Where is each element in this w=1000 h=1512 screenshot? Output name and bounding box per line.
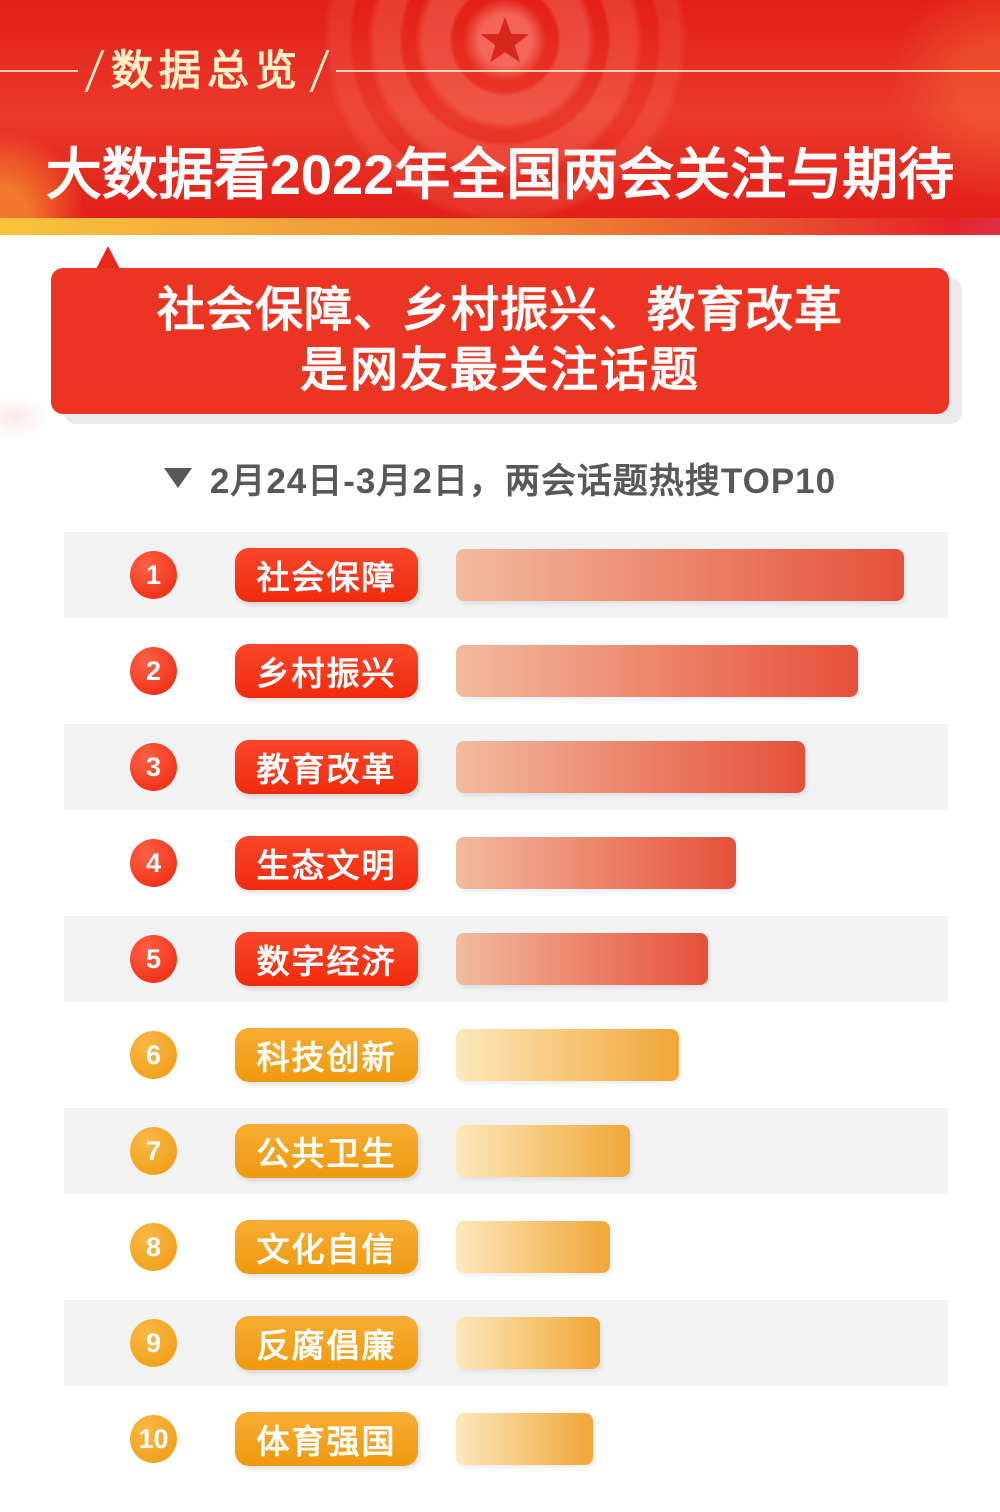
- rank-badge: 1: [130, 551, 177, 599]
- topic-bar: [456, 549, 904, 601]
- rank-badge: 9: [130, 1319, 177, 1367]
- topic-label: 乡村振兴: [235, 644, 418, 698]
- topic-label: 生态文明: [235, 836, 418, 890]
- rank-badge: 8: [130, 1223, 177, 1271]
- topic-bar: [456, 1029, 679, 1081]
- topic-row: 1 社会保障: [64, 532, 948, 618]
- rank-badge: 10: [130, 1415, 177, 1463]
- topic-row: 5 数字经济: [64, 916, 948, 1002]
- topic-row: 7 公共卫生: [64, 1108, 948, 1194]
- rank-badge: 7: [130, 1127, 177, 1175]
- decorative-line-left: [0, 70, 78, 72]
- topic-label: 反腐倡廉: [235, 1316, 418, 1370]
- background-smudge: [0, 395, 50, 440]
- topic-label: 文化自信: [235, 1220, 418, 1274]
- highlight-pointer-icon: [96, 246, 120, 269]
- topic-bar: [456, 1317, 600, 1369]
- topic-bar: [456, 645, 858, 697]
- topic-label: 数字经济: [235, 932, 418, 986]
- section-tag-row: 数据总览: [0, 46, 1000, 96]
- topic-bar: [456, 1125, 630, 1177]
- topic-bar: [456, 1413, 593, 1465]
- chart-header: 2月24日-3月2日，两会话题热搜TOP10: [0, 455, 1000, 501]
- topic-label: 体育强国: [235, 1412, 418, 1466]
- topic-row: 10 体育强国: [64, 1391, 948, 1487]
- rank-badge: 4: [130, 839, 177, 887]
- topic-bar: [456, 933, 708, 985]
- rank-badge: 5: [130, 935, 177, 983]
- rank-badge: 3: [130, 743, 177, 791]
- topic-bar: [456, 837, 736, 889]
- topic-row: 4 生态文明: [64, 815, 948, 911]
- header-banner: 数据总览 大数据看2022年全国两会关注与期待: [0, 0, 1000, 218]
- gradient-strip: [0, 218, 1000, 235]
- chart-title: 2月24日-3月2日，两会话题热搜TOP10: [209, 461, 837, 501]
- section-tag-label: 数据总览: [111, 47, 304, 94]
- topic-label: 公共卫生: [235, 1124, 418, 1178]
- topic-row: 8 文化自信: [64, 1199, 948, 1295]
- topic-bar: [456, 1221, 610, 1273]
- page-title: 大数据看2022年全国两会关注与期待: [45, 143, 955, 206]
- decorative-line-right: [336, 70, 1000, 72]
- slash-icon: [309, 50, 330, 92]
- topic-row: 2 乡村振兴: [64, 623, 948, 719]
- topic-row: 6 科技创新: [64, 1007, 948, 1103]
- topic-label: 教育改革: [235, 740, 418, 794]
- red-star-icon: [480, 15, 530, 65]
- highlight-line1: 社会保障、乡村振兴、教育改革: [156, 284, 843, 337]
- rank-badge: 6: [130, 1031, 177, 1079]
- topic-label: 社会保障: [235, 548, 418, 602]
- highlight-card: 社会保障、乡村振兴、教育改革 是网友最关注话题: [51, 268, 949, 414]
- topic-list: 1 社会保障 2 乡村振兴 3 教育改革 4 生态文明 5 数字经济 6: [64, 527, 948, 1487]
- rank-badge: 2: [130, 647, 177, 695]
- highlight-line2: 是网友最关注话题: [299, 344, 700, 397]
- topic-row: 3 教育改革: [64, 724, 948, 810]
- topic-bar: [456, 741, 805, 793]
- topic-label: 科技创新: [235, 1028, 418, 1082]
- slash-icon: [84, 50, 105, 92]
- topic-row: 9 反腐倡廉: [64, 1300, 948, 1386]
- triangle-down-icon: [163, 468, 192, 488]
